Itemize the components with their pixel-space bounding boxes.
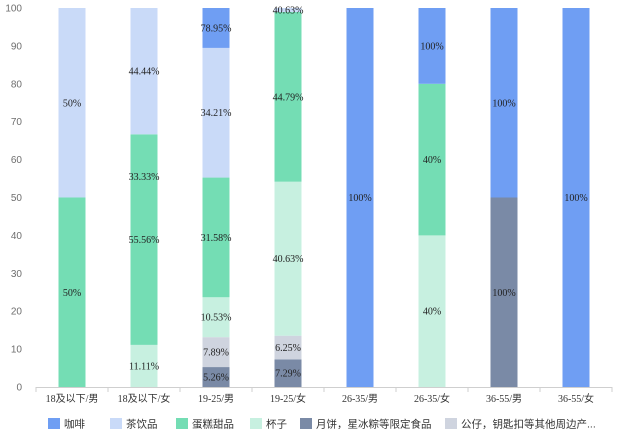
x-category-label: 36-55/女 (558, 392, 594, 405)
legend-label: 杯子 (266, 418, 287, 431)
data-label: 100% (564, 193, 587, 204)
data-label: 7.29% (275, 369, 301, 380)
legend-swatch (445, 418, 457, 429)
data-label: 5.26% (203, 373, 229, 384)
data-label: 34.21% (201, 108, 232, 119)
data-labels: 5.26% 7.29% 100% 7.89% 6.25% 11.11% 10.53% 40.6… (63, 5, 588, 383)
y-tick-label: 70 (11, 117, 23, 128)
y-tick-label: 90 (11, 41, 23, 52)
bar-segment (490, 197, 518, 387)
bar-segment (274, 11, 302, 182)
data-label: 100% (348, 193, 371, 204)
data-label: 40.63% (273, 5, 304, 16)
data-label: 31.58% (201, 233, 232, 244)
bar-segment (202, 337, 230, 368)
data-label: 40% (423, 307, 441, 318)
x-axis: 18及以下/男 18及以下/女 19-25/男 19-25/女 26-35/男 26-35… (35, 387, 613, 405)
legend-label: 蛋糕甜品 (192, 418, 234, 431)
bar-segment (274, 181, 302, 336)
legend-label: 月饼，星冰粽等限定食品 (316, 418, 432, 431)
y-tick-label: 20 (11, 307, 23, 318)
bar-segment (130, 134, 158, 345)
data-label: 44.44% (129, 67, 160, 78)
y-tick-label: 60 (11, 155, 23, 166)
bar-segment (418, 235, 446, 387)
bar-segment (418, 83, 446, 236)
data-label: 10.53% (201, 313, 232, 324)
bar-segment (418, 8, 446, 84)
data-label: 100% (492, 98, 515, 109)
x-category-label: 19-25/女 (270, 392, 306, 405)
data-label: 55.56% (129, 235, 160, 246)
data-label: 40% (423, 155, 441, 166)
data-label: 11.11% (129, 361, 159, 372)
y-axis: 0 10 20 30 40 50 60 70 80 90 100 (5, 4, 22, 394)
legend-swatch (176, 418, 188, 429)
y-tick-label: 0 (16, 383, 22, 394)
x-category-label: 19-25/男 (198, 393, 234, 405)
legend-swatch (48, 418, 60, 429)
bar-segment (202, 8, 230, 48)
data-label: 7.89% (203, 348, 229, 359)
bar-segment (274, 359, 302, 387)
bar-segment (202, 47, 230, 178)
legend: 咖啡 茶饮品 蛋糕甜品 杯子 月饼，星冰粽等限定食品 公仔，钥匙扣等其他周边产... (48, 418, 596, 431)
bar-segment (562, 8, 590, 387)
legend-swatch (250, 418, 262, 429)
data-label: 78.95% (201, 23, 232, 34)
data-label: 33.33% (129, 172, 160, 183)
legend-label: 咖啡 (64, 419, 85, 431)
bar-segment (202, 177, 230, 298)
bar-segment (58, 197, 86, 387)
data-label: 44.79% (273, 92, 304, 103)
bar-segment (346, 8, 374, 387)
x-category-label: 18及以下/男 (46, 393, 99, 405)
bar-segment (58, 8, 86, 198)
data-label: 50% (63, 98, 81, 109)
data-label: 6.25% (275, 343, 301, 354)
legend-swatch (110, 418, 122, 429)
x-category-label: 18及以下/女 (118, 392, 171, 405)
bar-segment (130, 8, 158, 135)
bars (58, 8, 590, 387)
data-label: 50% (63, 288, 81, 299)
bar-segment (202, 367, 230, 387)
bar-segment (490, 8, 518, 198)
y-tick-label: 100 (5, 4, 22, 15)
bar-segment (274, 335, 302, 360)
legend-swatch (300, 418, 312, 429)
legend-label: 公仔，钥匙扣等其他周边产... (461, 418, 596, 431)
y-tick-label: 40 (11, 231, 23, 242)
bar-segment (274, 8, 302, 12)
data-label: 100% (492, 288, 515, 299)
x-category-label: 26-35/女 (414, 392, 450, 405)
y-tick-label: 10 (11, 345, 23, 356)
bar-segment (130, 344, 158, 387)
bar-segment (202, 297, 230, 338)
data-label: 40.63% (273, 254, 304, 265)
x-category-label: 26-35/男 (342, 393, 378, 405)
y-tick-label: 80 (11, 79, 23, 90)
legend-label: 茶饮品 (126, 418, 158, 431)
y-tick-label: 50 (11, 193, 23, 204)
x-category-label: 36-55/男 (486, 393, 522, 405)
y-tick-label: 30 (11, 269, 23, 280)
data-label: 100% (420, 41, 443, 52)
